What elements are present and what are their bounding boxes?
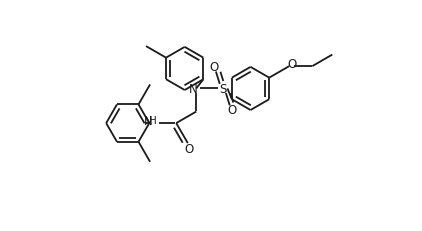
Text: O: O xyxy=(184,142,193,155)
Text: H: H xyxy=(149,116,157,125)
Text: O: O xyxy=(209,61,218,74)
Text: S: S xyxy=(219,82,227,96)
Text: O: O xyxy=(288,58,297,71)
Text: N: N xyxy=(143,114,152,127)
Text: N: N xyxy=(189,82,197,96)
Text: O: O xyxy=(227,104,237,117)
